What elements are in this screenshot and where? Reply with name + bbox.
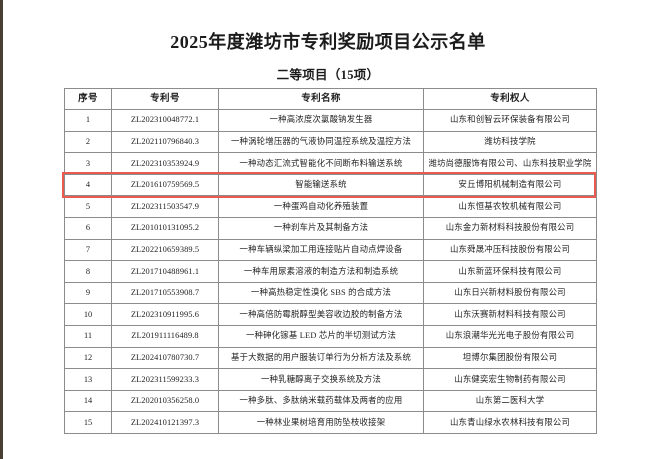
table-row: 4 ZL201610759569.5 智能输送系统 安丘博阳机械制造有限公司 xyxy=(64,173,597,197)
cell-patentee: 山东新蓝环保科技有限公司 xyxy=(423,260,597,283)
cell-index: 8 xyxy=(64,260,112,283)
cell-patent-number: ZL202110796840.3 xyxy=(111,130,219,154)
cell-patent-name: 一种砷化镓基 LED 芯片的半切测试方法 xyxy=(218,324,424,348)
table-row: 15 ZL202410121397.3 一种林业果树培育用防坠枝收接架 山东青山绿水农… xyxy=(64,411,597,434)
table-row: 1 ZL202310048772.1 一种高浓度次氯酸钠发生器 山东和创智云环保装备有… xyxy=(64,109,597,132)
table-row: 12 ZL202410780730.7 基于大数据的用户服装订单行为分析方法及系统坦… xyxy=(64,346,597,370)
table-row: 10 ZL202310911995.6 一种高倍防霉脱醇型美容收边胶的制备方法 山东沃… xyxy=(64,303,597,326)
cell-patent-number: ZL201010131095.2 xyxy=(111,216,219,240)
table-header: 序号 专利号 专利名称 专利权人 xyxy=(64,88,597,110)
cell-patentee: 山东浪潮华光光电子股份有限公司 xyxy=(423,324,597,348)
table-row: 5 ZL202311503547.9 一种蛋鸡自动化养殖装置 山东恒基农牧机械有限公司 xyxy=(64,195,597,218)
cell-patentee: 山东金力新材料科技股份有限公司 xyxy=(423,216,597,240)
table-row: 6 ZL201010131095.2 一种刹车片及其制备方法 山东金力新材料科技股份有… xyxy=(64,216,597,240)
cell-index: 12 xyxy=(64,346,112,370)
cell-patentee: 安丘博阳机械制造有限公司 xyxy=(423,173,597,197)
cell-index: 2 xyxy=(64,130,112,154)
cell-patent-name: 一种车辆纵梁加工用连接贴片自动点焊设备 xyxy=(218,238,424,262)
cell-patent-number: ZL202410121397.3 xyxy=(111,411,219,434)
cell-patent-number: ZL201911116489.8 xyxy=(111,324,219,348)
cell-patent-number: ZL202310911995.6 xyxy=(111,303,219,326)
cell-index: 7 xyxy=(64,238,112,262)
column-header-patent-number: 专利号 xyxy=(111,88,219,110)
table-header-row: 序号 专利号 专利名称 专利权人 xyxy=(64,88,597,110)
patent-list-table-wrapper: 序号 专利号 专利名称 专利权人 1 ZL202310048772.1 一种高浓度次… xyxy=(64,88,597,434)
table-row: 11 ZL201911116489.8 一种砷化镓基 LED 芯片的半切测试方法 山东… xyxy=(64,324,597,348)
cell-patent-number: ZL202210659389.5 xyxy=(111,238,219,262)
cell-patent-name: 一种蛋鸡自动化养殖装置 xyxy=(218,195,424,218)
cell-patent-name: 一种高热稳定性溴化 SBS 的合成方法 xyxy=(218,281,424,305)
table-row: 14 ZL202010356258.0 一种多肽、多肽纳米载药载体及两者的应用 山东第… xyxy=(64,389,597,413)
cell-index: 5 xyxy=(64,195,112,218)
table-row: 13 ZL202311599233.3 一种乳糖醇离子交换系统及方法 山东健奕宏生物制… xyxy=(64,368,597,391)
cell-patent-name: 一种林业果树培育用防坠枝收接架 xyxy=(218,411,424,434)
cell-patent-number: ZL201710488961.1 xyxy=(111,260,219,283)
cell-index: 13 xyxy=(64,368,112,391)
cell-patent-number: ZL202310353924.9 xyxy=(111,152,219,175)
cell-index: 6 xyxy=(64,216,112,240)
cell-patentee: 坦博尔集团股份有限公司 xyxy=(423,346,597,370)
column-header-patent-name: 专利名称 xyxy=(218,88,424,110)
table-row: 3 ZL202310353924.9 一种动态汇流式智能化不间断布料输送系统 潍坊尚德… xyxy=(64,152,597,175)
cell-patent-number: ZL201610759569.5 xyxy=(111,173,219,197)
cell-patent-name: 一种动态汇流式智能化不间断布料输送系统 xyxy=(218,152,424,175)
cell-patent-number: ZL202010356258.0 xyxy=(111,389,219,413)
cell-patentee: 山东沃赛新材料科技有限公司 xyxy=(423,303,597,326)
cell-index: 15 xyxy=(64,411,112,434)
table-row: 8 ZL201710488961.1 一种车用尿素溶液的制造方法和制造系统 山东新蓝环… xyxy=(64,260,597,283)
cell-index: 1 xyxy=(64,109,112,132)
cell-index: 11 xyxy=(64,324,112,348)
page-title: 2025年度潍坊市专利奖励项目公示名单 xyxy=(170,32,486,52)
cell-patentee: 潍坊尚德服饰有限公司、山东科技职业学院 xyxy=(423,152,597,175)
cell-patent-name: 一种高倍防霉脱醇型美容收边胶的制备方法 xyxy=(218,303,424,326)
cell-patentee: 山东和创智云环保装备有限公司 xyxy=(423,109,597,132)
table-row: 7 ZL202210659389.5 一种车辆纵梁加工用连接贴片自动点焊设备 山东舜晟… xyxy=(64,238,597,262)
cell-patent-name: 一种车用尿素溶液的制造方法和制造系统 xyxy=(218,260,424,283)
patent-list-table: 序号 专利号 专利名称 专利权人 1 ZL202310048772.1 一种高浓度次… xyxy=(64,88,597,434)
table-body: 1 ZL202310048772.1 一种高浓度次氯酸钠发生器 山东和创智云环保装备有… xyxy=(64,109,597,434)
cell-patentee: 山东日兴新材料股份有限公司 xyxy=(423,281,597,305)
cell-patentee: 山东第二医科大学 xyxy=(423,389,597,413)
cell-index: 4 xyxy=(64,173,112,197)
cell-index: 14 xyxy=(64,389,112,413)
cell-patent-name: 一种多肽、多肽纳米载药载体及两者的应用 xyxy=(218,389,424,413)
cell-patent-number: ZL201710553908.7 xyxy=(111,281,219,305)
cell-patent-name: 一种涡轮增压器的气液协同温控系统及温控方法 xyxy=(218,130,424,154)
cell-patentee: 山东舜晟冲压科技股份有限公司 xyxy=(423,238,597,262)
column-header-patentee: 专利权人 xyxy=(423,88,597,110)
cell-patent-name: 智能输送系统 xyxy=(218,173,424,197)
page-subtitle: 二等项目（15项） xyxy=(276,68,380,82)
cell-patent-number: ZL202410780730.7 xyxy=(111,346,219,370)
cell-index: 9 xyxy=(64,281,112,305)
cell-index: 3 xyxy=(64,152,112,175)
cell-patentee: 潍坊科技学院 xyxy=(423,130,597,154)
cell-patent-number: ZL202311503547.9 xyxy=(111,195,219,218)
cell-index: 10 xyxy=(64,303,112,326)
table-row: 9 ZL201710553908.7 一种高热稳定性溴化 SBS 的合成方法 山东日兴… xyxy=(64,281,597,305)
cell-patent-name: 基于大数据的用户服装订单行为分析方法及系统 xyxy=(218,346,424,370)
cell-patent-name: 一种高浓度次氯酸钠发生器 xyxy=(218,109,424,132)
cell-patent-name: 一种乳糖醇离子交换系统及方法 xyxy=(218,368,424,391)
cell-patentee: 山东青山绿水农林科技有限公司 xyxy=(423,411,597,434)
table-row: 2 ZL202110796840.3 一种涡轮增压器的气液协同温控系统及温控方法 潍坊… xyxy=(64,130,597,154)
cell-patentee: 山东恒基农牧机械有限公司 xyxy=(423,195,597,218)
cell-patent-name: 一种刹车片及其制备方法 xyxy=(218,216,424,240)
cell-patent-number: ZL202310048772.1 xyxy=(111,109,219,132)
cell-patentee: 山东健奕宏生物制药有限公司 xyxy=(423,368,597,391)
column-header-index: 序号 xyxy=(64,88,112,110)
cell-patent-number: ZL202311599233.3 xyxy=(111,368,219,391)
